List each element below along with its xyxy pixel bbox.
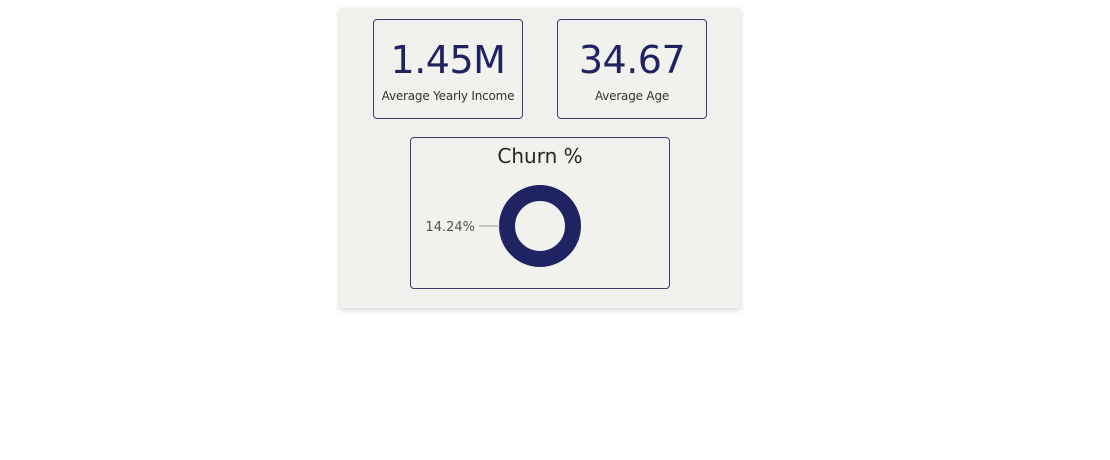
kpi-value: 34.67 bbox=[578, 38, 686, 82]
churn-chart-card[interactable]: Churn % 14.24% bbox=[410, 137, 670, 289]
dashboard-panel: 1.45M Average Yearly Income 34.67 Averag… bbox=[340, 8, 740, 308]
kpi-label: Average Age bbox=[594, 89, 670, 103]
data-label: 14.24% bbox=[425, 220, 475, 235]
kpi-card-average-yearly-income[interactable]: 1.45M Average Yearly Income bbox=[373, 19, 523, 119]
chart-title: Churn % bbox=[497, 144, 583, 168]
churn-donut-chart: 14.24% bbox=[425, 185, 581, 267]
kpi-value: 1.45M bbox=[390, 38, 506, 82]
kpi-card-average-age[interactable]: 34.67 Average Age bbox=[557, 19, 707, 119]
kpi-label: Average Yearly Income bbox=[381, 89, 515, 103]
donut-slice[interactable] bbox=[499, 185, 581, 267]
